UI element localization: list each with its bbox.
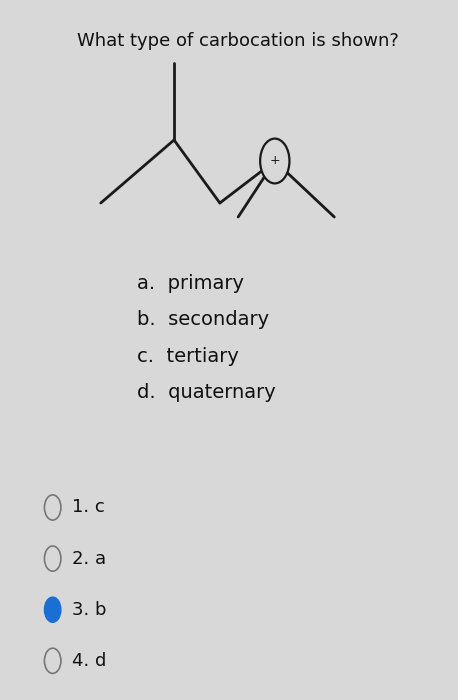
Text: 3. b: 3. b: [72, 601, 107, 619]
Text: 4. d: 4. d: [72, 652, 107, 670]
Text: 2. a: 2. a: [72, 550, 107, 568]
Text: +: +: [269, 155, 280, 167]
Circle shape: [260, 139, 289, 183]
Text: a.  primary: a. primary: [137, 274, 245, 293]
Circle shape: [44, 597, 61, 622]
Text: What type of carbocation is shown?: What type of carbocation is shown?: [77, 32, 399, 50]
Text: 1. c: 1. c: [72, 498, 105, 517]
Text: c.  tertiary: c. tertiary: [137, 346, 239, 366]
Text: b.  secondary: b. secondary: [137, 310, 269, 330]
Text: d.  quaternary: d. quaternary: [137, 383, 276, 402]
